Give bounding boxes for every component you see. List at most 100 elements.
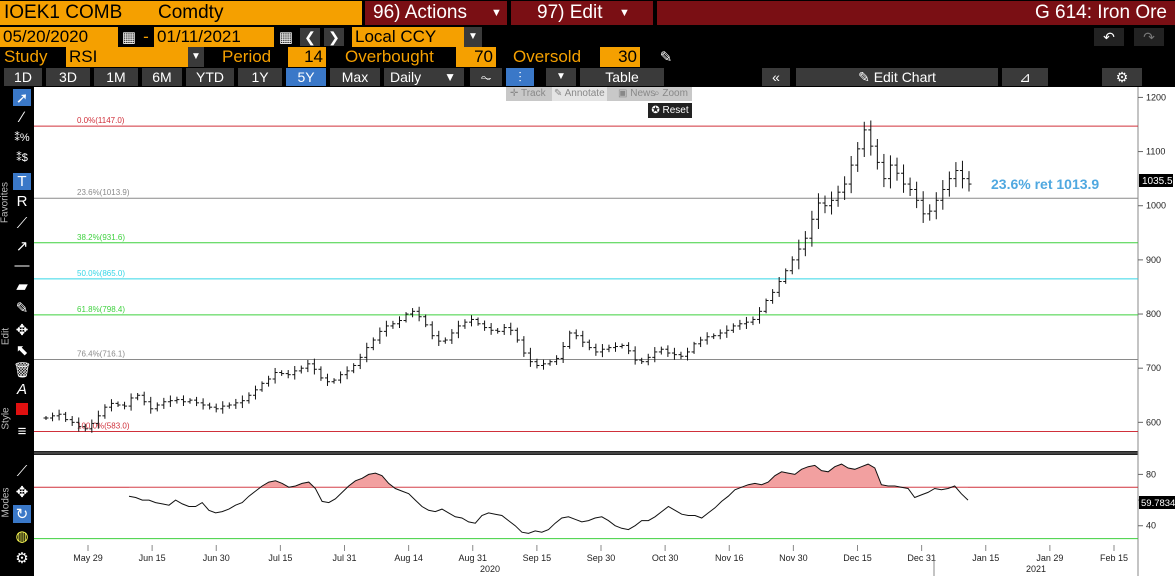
price-bar — [704, 332, 710, 345]
zoom-mode-icon[interactable]: ✥ — [15, 484, 29, 501]
percent-tool-icon[interactable]: ⁑% — [14, 132, 30, 144]
price-bar — [855, 142, 861, 172]
interval-select[interactable]: Daily ▼ — [384, 68, 464, 86]
cursor-icon[interactable]: ➚ — [13, 89, 31, 107]
price-bar — [554, 355, 560, 365]
price-tick-label: 900 — [1146, 255, 1161, 265]
price-bar — [933, 192, 939, 220]
color-mode-icon[interactable]: ◍ — [15, 528, 29, 545]
last-price-label: 1035.5 — [1142, 176, 1173, 187]
actions-menu[interactable]: 96) Actions ▼ — [365, 1, 507, 25]
period-input[interactable]: 14 — [288, 47, 326, 67]
crosshair-mode-icon[interactable]: ⟋ — [16, 463, 28, 480]
ray-icon[interactable]: ↗ — [15, 238, 29, 255]
font-icon[interactable]: A — [16, 381, 27, 398]
line-tool-icon[interactable]: ∕ — [20, 109, 24, 126]
calendar-icon[interactable]: ▦ — [121, 29, 137, 46]
price-chart[interactable]: 0.0%(1147.0) 23.6%(1013.9) 38.2%(931.6) 50.… — [34, 87, 1175, 576]
price-bar — [835, 185, 841, 207]
zoom-tool[interactable]: ⌕ Zoom — [654, 88, 688, 99]
currency-select[interactable]: Local CCY ▼ — [352, 27, 482, 47]
end-date-field[interactable]: 01/11/2021 — [154, 27, 274, 47]
price-bar — [259, 381, 265, 392]
prev-period-button[interactable]: ❮ — [300, 28, 320, 46]
price-bar — [128, 393, 134, 411]
date-tick-label: Nov 16 — [715, 553, 744, 563]
undo-button[interactable]: ↶ — [1094, 28, 1124, 46]
text-tool-icon[interactable]: T — [13, 173, 31, 190]
range-ytd[interactable]: YTD — [186, 68, 234, 86]
price-bar — [416, 306, 422, 322]
price-bar — [69, 416, 75, 426]
range-6m[interactable]: 6M — [142, 68, 182, 86]
pencil-icon: ✎ — [858, 69, 874, 85]
date-tick-label: Aug 31 — [458, 553, 487, 563]
annotate-tool[interactable]: ✎ Annotate — [552, 87, 607, 101]
price-bar — [809, 210, 815, 247]
start-date-field[interactable]: 05/20/2020 — [0, 27, 118, 47]
price-bar — [658, 346, 664, 355]
range-1y[interactable]: 1Y — [238, 68, 282, 86]
range-1d[interactable]: 1D — [4, 68, 42, 86]
date-dash: - — [143, 27, 149, 46]
calendar-icon[interactable]: ▦ — [278, 29, 294, 46]
reset-button[interactable]: ✪ Reset — [648, 103, 692, 118]
chart-settings-icon[interactable]: ⊿ — [1002, 68, 1048, 86]
select-icon[interactable]: ⬉ — [15, 342, 29, 359]
pen-icon[interactable]: ✎ — [15, 300, 29, 317]
interval-value: Daily — [390, 69, 422, 85]
date-tick-label: Dec 15 — [843, 553, 872, 563]
overbought-input[interactable]: 70 — [456, 47, 496, 67]
trash-icon[interactable]: 🗑 — [13, 362, 33, 379]
range-max[interactable]: Max — [330, 68, 380, 86]
edit-chart-button[interactable]: ✎ Edit Chart — [796, 68, 998, 86]
price-bar — [233, 398, 239, 409]
table-button[interactable]: Table — [580, 68, 664, 86]
track-tool[interactable]: ✛ Track — [510, 88, 546, 99]
gear-icon[interactable]: ⚙ — [15, 550, 29, 567]
gear-icon[interactable]: ⚙ — [1102, 68, 1142, 86]
horizontal-line-icon[interactable]: — — [14, 257, 30, 274]
move-icon[interactable]: ✥ — [15, 322, 29, 339]
range-1m[interactable]: 1M — [94, 68, 138, 86]
price-bar — [567, 330, 573, 349]
price-bar — [148, 396, 154, 414]
retracement-icon[interactable]: R — [16, 193, 28, 210]
retracement-annotation[interactable]: 23.6% ret 1013.9 — [991, 176, 1099, 192]
study-select[interactable]: RSI ▼ — [66, 47, 204, 67]
collapse-icon[interactable]: « — [762, 68, 790, 86]
style-icon[interactable]: ≡ — [17, 423, 27, 440]
price-bar — [102, 404, 108, 419]
price-tick-label: 600 — [1146, 417, 1161, 427]
price-bar — [135, 392, 141, 401]
price-bar — [482, 320, 488, 331]
redo-button[interactable]: ↷ — [1134, 28, 1164, 46]
price-bar — [940, 180, 946, 210]
fib-label-6: 100.0%(583.0) — [77, 422, 130, 431]
trend-line-icon[interactable]: ⟋ — [16, 215, 28, 232]
range-5y[interactable]: 5Y — [286, 68, 326, 86]
price-bar — [364, 342, 370, 363]
year-label: 2021 — [1026, 564, 1046, 574]
line-chart-icon[interactable]: ⏦ — [470, 68, 502, 86]
next-period-button[interactable]: ❯ — [324, 28, 344, 46]
security-field[interactable]: IOEK1 COMB Comdty — [0, 1, 362, 25]
oversold-input[interactable]: 30 — [600, 47, 640, 67]
news-tool[interactable]: ▣ News — [618, 88, 656, 99]
reset-icon: ✪ — [651, 105, 663, 116]
refresh-mode-icon[interactable]: ↻ — [13, 505, 31, 523]
price-tool-icon[interactable]: ⁑$ — [16, 152, 28, 164]
chart-type-dropdown[interactable]: ▼ — [546, 68, 576, 86]
pencil-icon[interactable]: ✎ — [659, 49, 673, 66]
date-row: 05/20/2020 ▦ - 01/11/2021 ▦ ❮ ❯ Local CC… — [0, 27, 1175, 47]
ticker-text: IOEK1 COMB — [4, 2, 123, 23]
price-bar — [914, 181, 920, 209]
price-bar — [324, 373, 330, 386]
price-bar — [645, 353, 651, 366]
channel-icon[interactable]: ▰ — [16, 278, 28, 295]
edit-menu[interactable]: 97) Edit ▼ — [511, 1, 653, 25]
color-swatch[interactable] — [16, 403, 28, 415]
date-axis-bg — [34, 549, 1138, 576]
range-3d[interactable]: 3D — [46, 68, 90, 86]
bar-chart-icon[interactable]: ⫶ — [506, 68, 534, 86]
